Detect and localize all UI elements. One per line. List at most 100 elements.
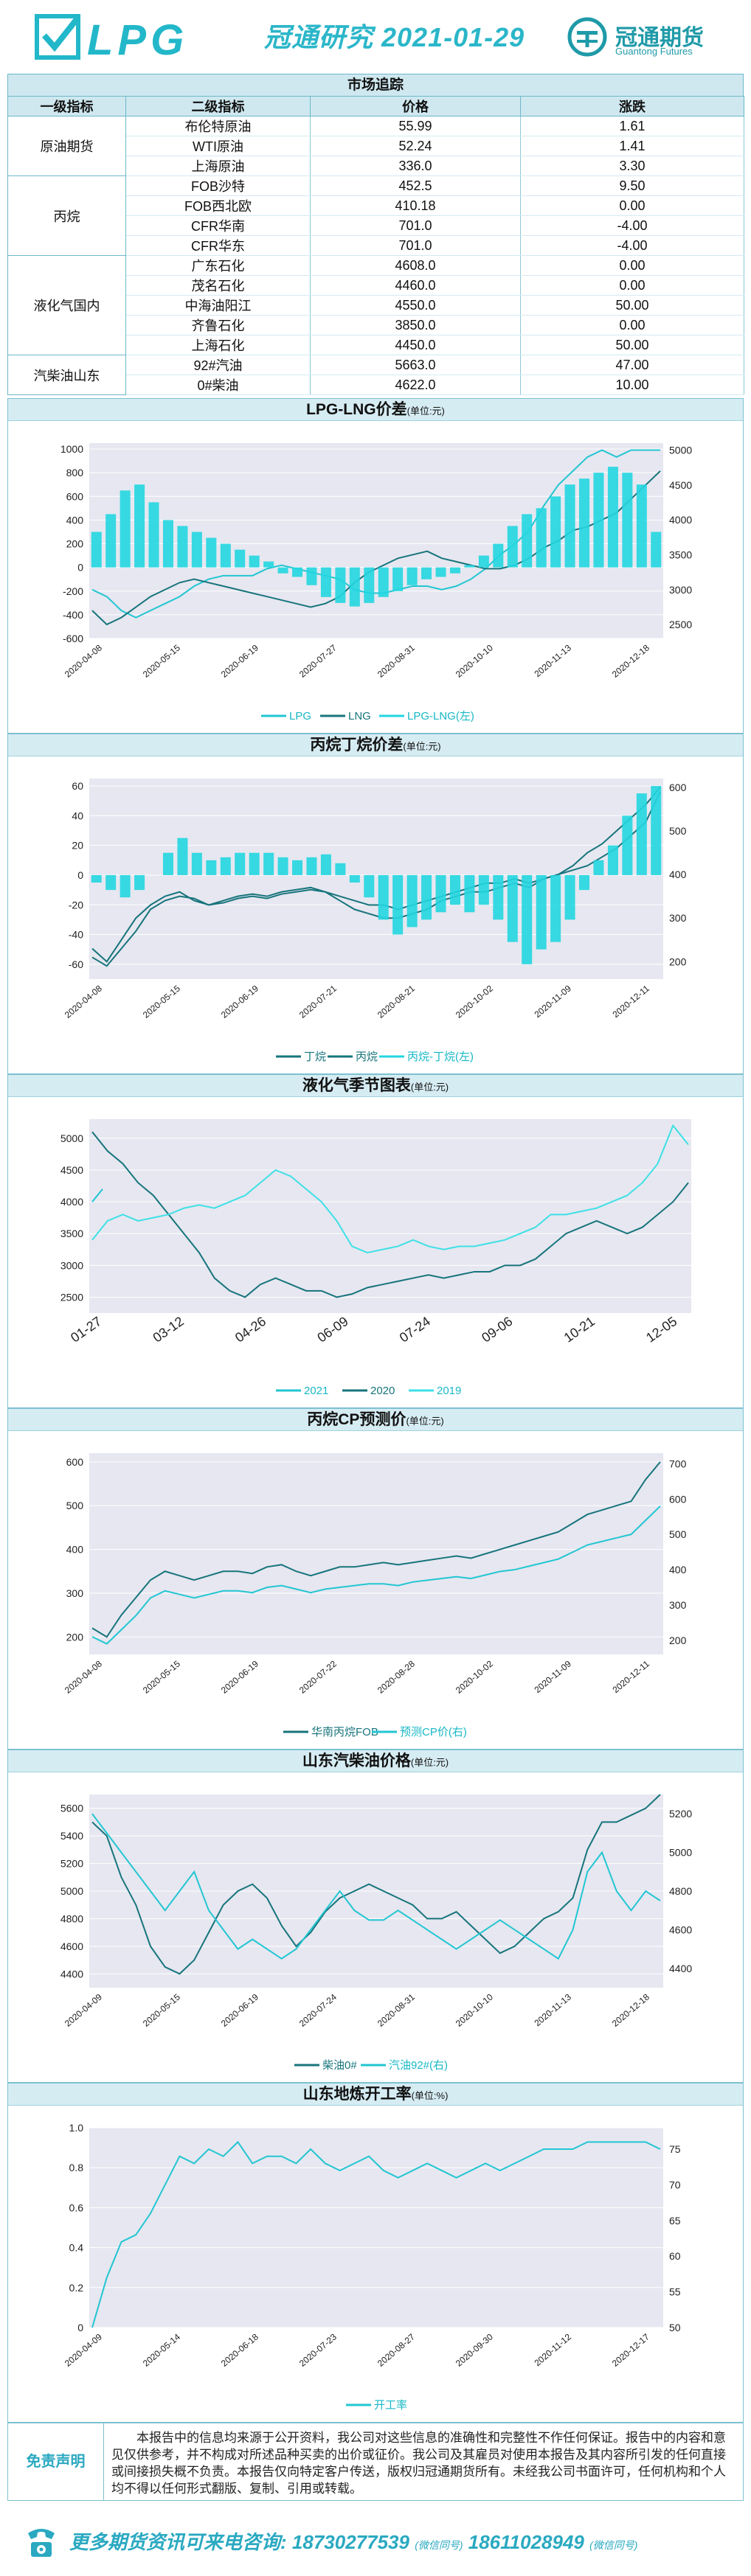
y-right-tick-label: 4800 (669, 1885, 692, 1897)
bar (636, 484, 647, 568)
bar (493, 874, 504, 920)
table-row: CFR华东 701.0 -4.00 (8, 235, 744, 256)
change-cell: 3.30 (520, 156, 744, 176)
y-tick-label: 300 (66, 1587, 84, 1599)
report-title: 冠通研究 2021-01-29 (264, 22, 525, 52)
y-right-tick-label: 4400 (669, 1963, 692, 1974)
x-tick-label: 2020-11-13 (533, 642, 574, 679)
bar (536, 874, 547, 950)
lpg-logo: LPG (35, 14, 184, 64)
bar (191, 532, 202, 568)
indicator-cell: 0#柴油 (125, 375, 311, 395)
price-cell: 4450.0 (310, 335, 521, 355)
x-tick-label: 2020-10-02 (454, 983, 495, 1020)
change-cell: 9.50 (520, 175, 744, 196)
y-right-tick-label: 60 (669, 2250, 681, 2262)
y-tick-label: 20 (72, 840, 83, 852)
bar (593, 860, 604, 875)
y-tick-label: 3000 (60, 1259, 83, 1271)
x-tick-label: 2020-06-19 (219, 1658, 260, 1695)
price-cell: 4460.0 (310, 275, 521, 296)
x-tick-label: 2020-06-18 (219, 2331, 260, 2368)
bar (507, 526, 518, 568)
indicator-cell: 广东石化 (125, 255, 311, 276)
y-right-tick-label: 3500 (669, 549, 692, 560)
x-tick-label: 2020-04-09 (63, 1991, 104, 2028)
bar (636, 793, 647, 875)
x-tick-label: 2020-11-13 (533, 1991, 574, 2028)
plot-area (89, 2128, 663, 2328)
y-tick-label: 0 (77, 562, 83, 574)
y-right-tick-label: 700 (669, 1458, 687, 1469)
table-row: WTI原油 52.24 1.41 (8, 136, 744, 156)
y-right-tick-label: 5000 (669, 1847, 692, 1859)
x-tick-label: 2020-05-14 (141, 2331, 182, 2368)
bar (421, 567, 432, 579)
bar (392, 567, 404, 591)
y-tick-label: 40 (72, 810, 83, 821)
plot-area (89, 1453, 663, 1654)
change-cell: 0.00 (520, 315, 744, 335)
price-cell: 3850.0 (310, 315, 521, 335)
bar (263, 852, 274, 875)
legend-label: 丙烷 (356, 1051, 378, 1063)
footer-lead: 更多期货资讯可来电咨询: (69, 2531, 287, 2553)
bar (364, 874, 375, 898)
bar (421, 874, 432, 920)
brand-name: 冠通期货 (615, 26, 704, 50)
change-cell: -4.00 (520, 235, 744, 256)
y-tick-label: 0.6 (69, 2201, 84, 2213)
legend-label: 柴油0# (322, 2059, 357, 2072)
legend-label: 华南丙烷FOB (311, 1726, 378, 1738)
column-header: 涨跌 (520, 96, 744, 116)
bar (235, 549, 246, 568)
x-tick-label: 2020-08-31 (376, 642, 417, 679)
bar (220, 543, 231, 568)
chart-title: 山东地炼开工率(单位:%) (8, 2084, 743, 2106)
y-tick-label: 0 (77, 869, 83, 881)
bar (536, 508, 547, 568)
y-tick-label: 4000 (60, 1196, 83, 1208)
bar (607, 467, 618, 568)
y-tick-label: 2500 (60, 1291, 83, 1303)
propane-butane-chart: -60 -40 -20 0 20 40 60 200 300 400 500 600 2020-04-0… (63, 779, 687, 1063)
bar (162, 852, 173, 875)
category-cell: 液化气国内 (7, 255, 126, 355)
footer-phone[interactable]: 18611028949 (468, 2531, 584, 2553)
series-line (91, 1813, 661, 1960)
y-right-tick-label: 300 (669, 912, 687, 924)
price-cell: 410.18 (310, 195, 521, 216)
indicator-cell: CFR华东 (125, 235, 311, 256)
legend-label: 丁烷 (304, 1051, 326, 1063)
x-tick-label: 2020-07-27 (297, 642, 339, 679)
y-tick-label: 0 (77, 2322, 83, 2333)
bar (105, 874, 117, 891)
price-cell: 4622.0 (310, 375, 521, 395)
bar (449, 567, 460, 574)
bar (349, 567, 360, 607)
price-cell: 55.99 (310, 116, 521, 136)
y-right-tick-label: 2500 (669, 619, 692, 630)
change-cell: 10.00 (520, 375, 744, 395)
footer-phone[interactable]: 18730277539 (291, 2531, 409, 2553)
indicator-cell: 92#汽油 (125, 355, 311, 375)
legend-label: 开工率 (374, 2399, 407, 2412)
y-tick-label: 1000 (60, 443, 83, 455)
x-tick-label: 2020-12-11 (611, 1658, 652, 1695)
indicator-cell: 上海石化 (125, 335, 311, 355)
bar (148, 502, 159, 568)
y-tick-label: 5600 (60, 1803, 83, 1814)
legend-label: 丙烷-丁烷(左) (407, 1051, 474, 1063)
change-cell: -4.00 (520, 215, 744, 236)
y-tick-label: 800 (66, 467, 84, 478)
y-tick-label: 4600 (60, 1940, 83, 1952)
disclaimer: 免责声明 本报告中的信息均来源于公开资料，我公司对这些信息的准确性和完整性不作任… (7, 2423, 744, 2501)
indicator-cell: WTI原油 (125, 136, 311, 156)
bar (449, 874, 460, 905)
y-right-tick-label: 600 (669, 781, 687, 793)
table-row: 齐鲁石化 3850.0 0.00 (8, 315, 744, 335)
x-tick-label: 07-24 (397, 1314, 433, 1346)
x-tick-label: 01-27 (68, 1314, 104, 1346)
y-tick-label: 0.8 (69, 2162, 84, 2173)
bar (564, 874, 575, 920)
